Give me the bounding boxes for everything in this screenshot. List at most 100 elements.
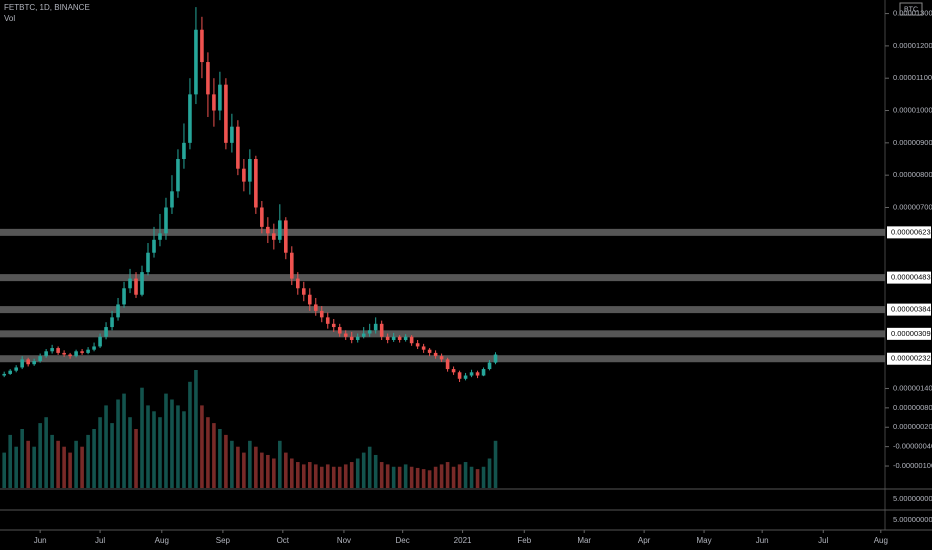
- volume-bar: [164, 393, 168, 488]
- candle-body: [337, 327, 342, 334]
- y-tick-label: 0.00000020: [893, 422, 932, 431]
- candle-body: [307, 294, 312, 305]
- candle-body: [116, 304, 120, 318]
- volume-bar: [463, 462, 468, 488]
- candle-body: [206, 62, 210, 95]
- currency-box: [899, 2, 923, 16]
- volume-bar: [224, 434, 228, 488]
- volume-bar: [487, 458, 492, 488]
- candle-body: [319, 310, 324, 318]
- volume-bar: [104, 405, 108, 488]
- candle-body: [92, 346, 96, 350]
- volume-bar: [295, 462, 300, 488]
- volume-bar: [307, 462, 312, 488]
- x-tick-label: Jul: [818, 536, 828, 545]
- volume-bar: [116, 399, 120, 488]
- candle-body: [284, 220, 288, 253]
- candle-body: [313, 304, 318, 311]
- candle-body: [158, 233, 162, 240]
- x-tick-label: Mar: [577, 536, 591, 545]
- volume-bar: [278, 440, 282, 488]
- x-tick-label: Jul: [95, 536, 105, 545]
- level-band: [0, 228, 885, 236]
- candle-body: [200, 29, 204, 63]
- x-tick-label: 2021: [454, 536, 472, 545]
- candle-body: [86, 349, 90, 353]
- candle-body: [469, 372, 474, 376]
- candle-body: [56, 348, 60, 353]
- candle-body: [445, 359, 450, 370]
- volume-bar: [14, 446, 18, 488]
- level-label: 0.00000309: [891, 329, 931, 338]
- x-tick-label: Nov: [337, 536, 351, 545]
- volume-bar: [355, 458, 360, 488]
- volume-bar: [110, 423, 114, 488]
- candle-body: [218, 84, 222, 111]
- candle-body: [361, 333, 366, 337]
- volume-bar: [146, 405, 150, 488]
- candle-body: [236, 126, 240, 169]
- volume-bar: [200, 405, 204, 488]
- x-tick-label: Jun: [756, 536, 769, 545]
- volume-bar: [254, 446, 258, 488]
- volume-bar: [38, 423, 42, 488]
- y-tick-label: 0.00000700: [893, 202, 932, 211]
- volume-bar: [319, 466, 324, 488]
- volume-bar: [44, 417, 48, 488]
- x-tick-label: Aug: [874, 536, 888, 545]
- volume-bar: [415, 467, 420, 488]
- volume-bar: [134, 429, 138, 488]
- candle-body: [481, 369, 486, 376]
- x-tick-label: Feb: [517, 536, 531, 545]
- candle-body: [68, 354, 72, 357]
- level-label: 0.00000384: [891, 305, 931, 314]
- volume-bar: [128, 417, 132, 488]
- candle-body: [451, 369, 456, 373]
- volume-bar: [74, 440, 78, 488]
- volume-bar: [68, 452, 72, 488]
- volume-bar: [80, 446, 84, 488]
- volume-bar: [421, 469, 426, 488]
- volume-bar: [481, 466, 486, 488]
- candle-body: [385, 336, 390, 340]
- volume-bar: [188, 381, 192, 488]
- candle-body: [74, 351, 78, 357]
- candle-body: [397, 336, 402, 340]
- y-tick-label: 0.00001200: [893, 41, 932, 50]
- candle-body: [439, 356, 444, 360]
- volume-bar: [409, 466, 414, 488]
- y-tick-label: -0.00000100: [893, 461, 932, 470]
- volume-bar: [427, 470, 432, 488]
- volume-bar: [445, 462, 450, 488]
- candle-body: [427, 349, 432, 353]
- volume-bar: [248, 440, 252, 488]
- candle-body: [493, 354, 498, 363]
- volume-bar: [8, 434, 12, 488]
- level-label: 0.00000483: [891, 273, 931, 282]
- volume-bar: [361, 452, 366, 488]
- volume-bar: [433, 466, 438, 488]
- candle-body: [260, 207, 264, 227]
- volume-bar: [212, 423, 216, 488]
- volume-bar: [451, 466, 456, 488]
- volume-bar: [98, 417, 102, 488]
- level-band: [0, 274, 885, 282]
- level-label-box: [887, 327, 931, 340]
- volume-bar: [325, 464, 330, 488]
- volume-bar: [313, 464, 318, 488]
- candle-body: [134, 278, 138, 295]
- candle-body: [182, 142, 186, 160]
- volume-bar: [20, 429, 24, 488]
- candle-body: [122, 288, 126, 305]
- candle-body: [212, 94, 216, 111]
- candle-body: [140, 272, 144, 295]
- volume-bar: [56, 440, 60, 488]
- volume-bar: [230, 440, 234, 488]
- y-tick-label: 0.00000140: [893, 383, 932, 392]
- volume-bar: [343, 464, 348, 488]
- volume-bar: [176, 405, 180, 488]
- pane-tick-label: 5.00000000: [893, 515, 932, 524]
- volume-bar: [206, 417, 210, 488]
- level-label-box: [887, 352, 931, 365]
- volume-bar: [140, 387, 144, 488]
